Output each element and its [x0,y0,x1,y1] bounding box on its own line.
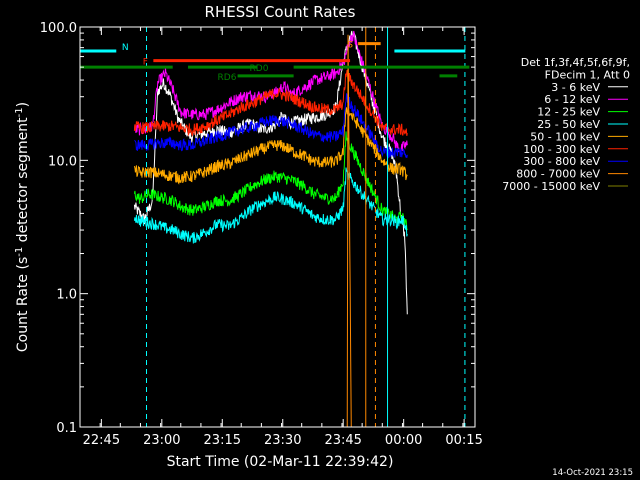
x-axis-title: Start Time (02-Mar-11 22:39:42) [167,454,394,470]
x-tick-label-23-15: 23:15 [204,433,241,448]
y-tick-label-100-0: 100.0 [40,21,77,36]
flag-label-rd6: RD6 [218,73,237,83]
flag-label-rd0: RD0 [250,64,269,74]
footer-date: 14-Oct-2021 23:15 [552,468,633,478]
legend-label-100-300-kev: 100 - 300 keV [523,143,600,156]
legend-label-300-800-kev: 300 - 800 keV [523,155,600,168]
y-axis-title: Count Rate (s-1 detector segment-1) [14,102,31,352]
x-tick-label-00-00: 00:00 [385,433,422,448]
flag-label-f: F [143,58,148,68]
x-tick-label-22-45: 22:45 [83,433,120,448]
series-line-50-100-kev [133,106,408,185]
series-line-300-800-kev [134,93,408,159]
x-tick-label-00-15: 00:15 [445,433,482,448]
legend-header-line-2: FDecim 1, Att 0 [545,68,630,81]
legend-label-6-12-kev: 6 - 12 keV [544,93,600,106]
series-line-25-50-kev [133,167,408,244]
flag-label-n: N [122,43,129,53]
chart-title: RHESSI Count Rates [205,3,356,21]
x-tick-label-23-45: 23:45 [324,433,361,448]
plot-frame [79,26,476,428]
series-line-800-7000-kev [346,34,352,428]
legend-header-line-1: Det 1f,3f,4f,5f,6f,9f, [521,56,630,69]
legend-label-800-7000-kev: 800 - 7000 keV [516,168,600,181]
flag-label-s: S [347,41,353,51]
legend-label-25-50-kev: 25 - 50 keV [537,118,600,131]
y-tick-label-1-0: 1.0 [56,288,77,303]
series-line-100-300-kev [133,69,408,137]
series-line-3-6-kev [133,30,408,315]
legend-label-7000-15000-kev: 7000 - 15000 keV [502,180,600,193]
legend-label-3-6-kev: 3 - 6 keV [551,81,600,94]
legend-label-12-25-kev: 12 - 25 keV [537,106,600,119]
x-tick-label-23-30: 23:30 [264,433,301,448]
legend-label-50-100-kev: 50 - 100 keV [530,130,600,143]
series-line-12-25-kev [133,131,408,231]
y-tick-label-0-1: 0.1 [56,421,77,436]
x-tick-label-23-00: 23:00 [143,433,180,448]
y-tick-label-10-0: 10.0 [48,154,77,169]
